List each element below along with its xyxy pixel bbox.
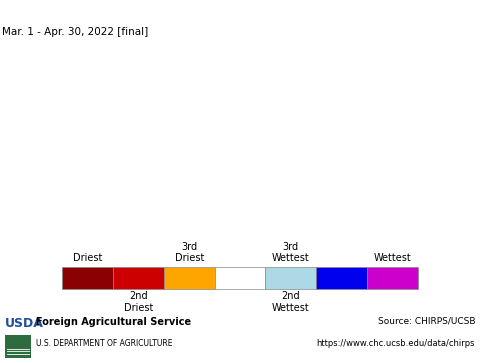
Bar	[113, 267, 164, 289]
Text: U.S. DEPARTMENT OF AGRICULTURE: U.S. DEPARTMENT OF AGRICULTURE	[36, 339, 172, 348]
Bar	[215, 267, 265, 289]
Bar	[367, 267, 418, 289]
Text: Wettest: Wettest	[373, 253, 411, 263]
Text: Mar. 1 - Apr. 30, 2022 [final]: Mar. 1 - Apr. 30, 2022 [final]	[2, 27, 149, 37]
Bar	[5, 335, 31, 359]
Bar	[265, 267, 316, 289]
Bar	[316, 267, 367, 289]
Text: USDA: USDA	[5, 317, 44, 330]
Bar	[164, 267, 215, 289]
Text: 3rd
Wettest: 3rd Wettest	[272, 241, 310, 263]
Text: 2nd
Wettest: 2nd Wettest	[272, 291, 310, 313]
Bar	[62, 267, 113, 289]
Text: Source: CHIRPS/UCSB: Source: CHIRPS/UCSB	[378, 317, 475, 326]
Text: 3rd
Driest: 3rd Driest	[175, 241, 204, 263]
Text: Driest: Driest	[73, 253, 102, 263]
Text: 2nd
Driest: 2nd Driest	[124, 291, 153, 313]
Text: https://www.chc.ucsb.edu/data/chirps: https://www.chc.ucsb.edu/data/chirps	[317, 339, 475, 348]
Text: Foreign Agricultural Service: Foreign Agricultural Service	[36, 317, 191, 327]
